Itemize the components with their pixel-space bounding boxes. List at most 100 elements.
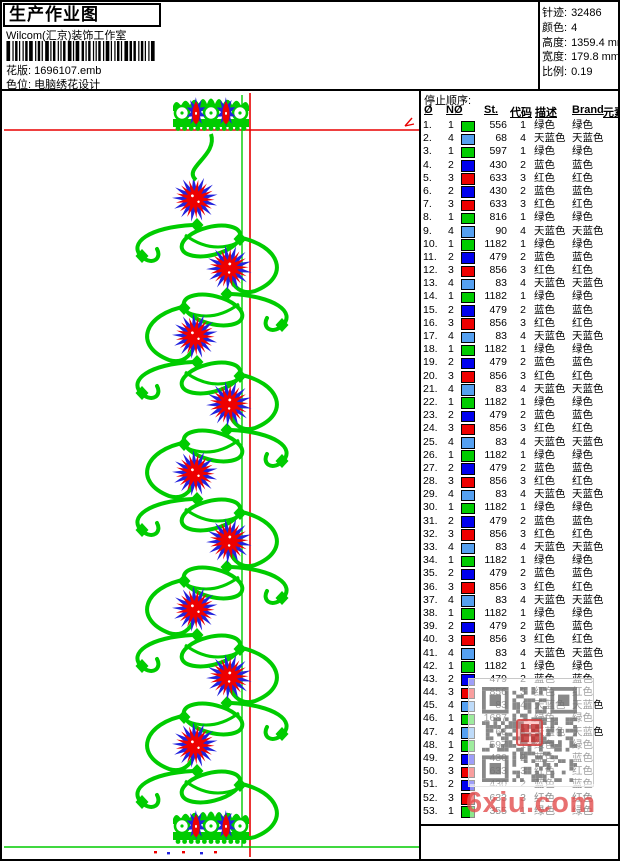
stop-rows: 1. 1 556 1 绿色 绿色 2. 4 68 4 天蓝色 天蓝色 3. 1 597 1 绿色 绿色 4. 2 430… [420,119,618,818]
color-code: 3 [520,171,526,184]
brand-color: 绿色 [572,211,593,224]
table-row: 19. 2 479 2 蓝色 蓝色 [420,356,618,370]
color-description: 绿色 [534,501,555,514]
table-row: 36. 3 856 3 红色 红色 [420,580,618,594]
brand-color: 红色 [572,369,593,382]
stitch-count: 90 [495,224,507,237]
color-swatch [461,555,475,568]
table-row: 13. 4 83 4 天蓝色 天蓝色 [420,277,618,291]
pattern-label: 花版: [6,65,32,77]
color-swatch [461,661,475,673]
color-code: 3 [520,422,526,435]
color-code: 2 [520,356,526,369]
needle-number: 2 [448,250,454,263]
color-code: 4 [520,277,526,290]
color-swatch [461,305,475,317]
needle-number: 3 [448,633,454,646]
color-description: 天蓝色 [534,132,566,145]
stop-number: 22. [423,395,438,408]
stop-number: 41. [423,646,438,659]
table-row: 9. 4 90 4 天蓝色 天蓝色 [420,224,618,238]
color-swatch [461,634,475,647]
brand-color: 蓝色 [572,184,593,197]
pattern-value: 1696107.emb [34,65,102,77]
color-swatch [461,437,475,449]
brand-color: 绿色 [572,237,593,250]
needle-number: 1 [448,145,454,158]
table-row: 15. 2 479 2 蓝色 蓝色 [420,304,618,317]
table-row: 12. 3 856 3 红色 红色 [420,264,618,278]
brand-color: 天蓝色 [572,646,604,659]
color-code: 4 [520,488,526,501]
stop-number: 10. [423,237,438,250]
stop-number: 23. [423,409,438,422]
table-row: 23. 2 479 2 蓝色 蓝色 [420,409,618,423]
table-row: 39. 2 479 2 蓝色 蓝色 [420,620,618,634]
stop-number: 31. [423,514,438,527]
brand-color: 天蓝色 [572,488,604,501]
color-code: 4 [520,224,526,237]
color-description: 蓝色 [534,514,555,527]
stop-number: 37. [423,593,438,606]
color-description: 红色 [534,264,555,277]
color-swatch [461,463,475,475]
stitch-count: 479 [489,514,507,527]
table-row: 29. 4 83 4 天蓝色 天蓝色 [420,488,618,502]
brand-color: 红色 [572,422,593,435]
stop-number: 5. [423,171,432,184]
color-swatch [461,516,475,528]
stop-number: 45. [423,699,438,712]
brand-color: 绿色 [572,606,593,619]
needle-number: 4 [448,277,454,290]
stop-number: 16. [423,316,438,329]
stitch-count: 856 [489,316,507,329]
needle-number: 3 [448,475,454,488]
color-swatch [461,582,475,594]
color-description: 天蓝色 [534,224,566,237]
needle-number: 2 [448,567,454,580]
color-description: 天蓝色 [534,382,566,395]
color-swatch [461,344,475,357]
needle-number: 3 [448,686,454,699]
color-swatch [461,568,475,581]
header-divider [2,89,618,91]
color-code: 2 [520,620,526,633]
stat-line: 比例: 0.19 [542,65,618,80]
brand-color: 天蓝色 [572,541,604,553]
stop-number: 2. [423,132,432,145]
brand-color: 天蓝色 [572,277,604,290]
color-swatch [461,476,475,489]
brand-color: 蓝色 [572,409,593,422]
color-description: 绿色 [534,211,555,224]
table-row: 18. 1 1182 1 绿色 绿色 [420,343,618,357]
table-row: 16. 3 856 3 红色 红色 [420,316,618,330]
table-row: 28. 3 856 3 红色 红色 [420,475,618,489]
stop-number: 3. [423,145,432,158]
needle-number: 4 [448,330,454,342]
brand-color: 天蓝色 [572,382,604,395]
col-code: 代码 [510,107,532,119]
pattern-file-line: 花版: 1696107.emb [6,62,101,78]
color-description: 绿色 [534,659,555,672]
stop-sequence-title: 停止顺序: [424,95,472,107]
color-swatch [461,199,475,212]
brand-color: 绿色 [572,448,593,461]
stitch-count: 83 [495,541,507,553]
color-code: 4 [520,593,526,606]
brand-color: 红色 [572,198,593,211]
stitch-count: 479 [489,250,507,263]
stop-number: 43. [423,672,438,685]
needle-number: 3 [448,580,454,593]
stop-number: 14. [423,290,438,303]
stat-line: 高度:1359.4 mm [542,36,618,51]
color-swatch [461,489,475,502]
needle-number: 3 [448,198,454,211]
color-description: 红色 [534,422,555,435]
needle-number: 2 [448,356,454,369]
color-description: 天蓝色 [534,488,566,501]
stat-value: 179.8 mm [571,51,620,64]
pane-divider [419,90,421,859]
table-row: 2. 4 68 4 天蓝色 天蓝色 [420,132,618,146]
stop-number: 11. [423,250,437,263]
